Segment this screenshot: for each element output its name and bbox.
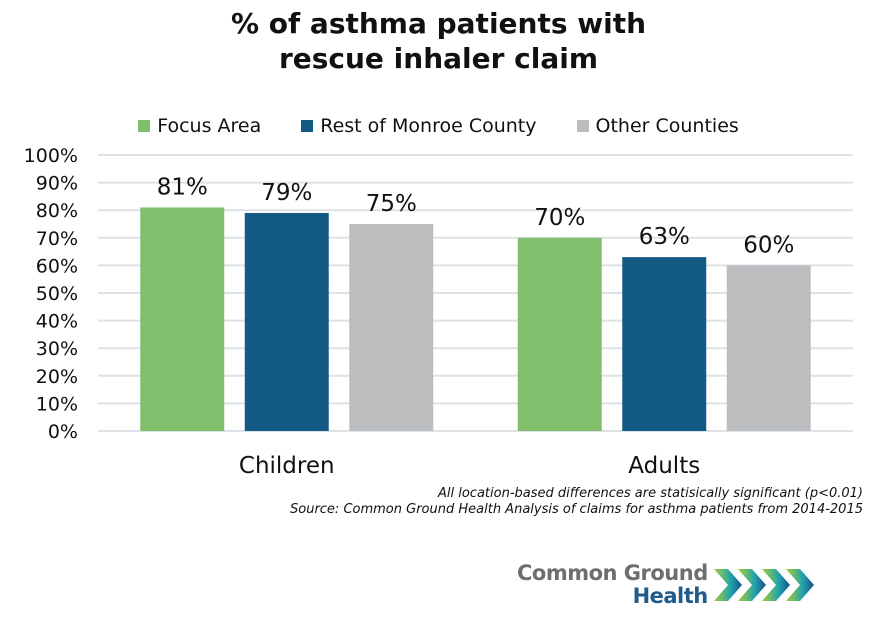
y-tick-label: 30%	[36, 338, 78, 360]
y-tick-label: 90%	[36, 173, 78, 195]
bar-children-1	[244, 212, 329, 431]
legend-item-focus-area: Focus Area	[138, 115, 261, 137]
logo-line-2: Health	[632, 584, 709, 608]
x-tick-label: Children	[239, 453, 335, 479]
bar-adults-1	[622, 257, 707, 431]
y-tick-label: 70%	[36, 228, 78, 250]
source-note: Source: Common Ground Health Analysis of…	[290, 502, 863, 517]
bars	[140, 207, 811, 431]
data-label: 60%	[743, 232, 794, 258]
chevrons-icon	[713, 569, 814, 601]
bar-children-2	[349, 224, 434, 431]
y-tick-label: 40%	[36, 311, 78, 333]
logo-line-1: Common Ground	[517, 561, 708, 585]
logo: Common Ground Health	[517, 562, 820, 608]
bar-adults-2	[726, 265, 811, 431]
data-label: 79%	[261, 180, 312, 206]
y-tick-label: 10%	[36, 393, 78, 415]
legend-swatch-other-counties	[576, 120, 589, 132]
legend-item-rest-of-monroe: Rest of Monroe County	[301, 115, 537, 137]
bar-adults-0	[517, 237, 602, 431]
legend-swatch-focus-area	[138, 120, 151, 132]
chart-title-line-1: % of asthma patients with	[230, 7, 647, 40]
chart-title: % of asthma patients with rescue inhaler…	[0, 6, 877, 76]
bar-children-0	[140, 207, 225, 431]
y-tick-label: 100%	[24, 145, 78, 167]
data-label: 70%	[534, 205, 585, 231]
legend-item-other-counties: Other Counties	[576, 115, 739, 137]
data-label: 81%	[157, 174, 208, 200]
y-tick-label: 0%	[48, 421, 78, 443]
significance-note: All location-based differences are stati…	[437, 486, 863, 501]
legend-label: Focus Area	[157, 115, 262, 137]
legend: Focus Area Rest of Monroe County Other C…	[0, 115, 877, 137]
legend-swatch-rest-of-monroe	[301, 120, 314, 132]
data-labels: 81% 79% 75% 70% 63% 60%	[157, 174, 795, 258]
legend-label: Rest of Monroe County	[320, 115, 537, 137]
data-label: 75%	[366, 191, 417, 217]
bar-chart: 0% 10% 20% 30% 40% 50% 60% 70% 80% 90% 100% 81% 79%…	[24, 145, 853, 479]
y-tick-label: 60%	[36, 255, 78, 277]
y-axis-ticks: 0% 10% 20% 30% 40% 50% 60% 70% 80% 90% 100%	[24, 145, 78, 443]
x-axis-ticks: Children Adults	[239, 453, 700, 479]
y-tick-label: 50%	[36, 283, 78, 305]
x-tick-label: Adults	[628, 453, 700, 479]
y-tick-label: 20%	[36, 366, 78, 388]
y-tick-label: 80%	[36, 200, 78, 222]
data-label: 63%	[639, 224, 690, 250]
legend-label: Other Counties	[595, 115, 739, 137]
chart-title-line-2: rescue inhaler claim	[278, 42, 599, 75]
